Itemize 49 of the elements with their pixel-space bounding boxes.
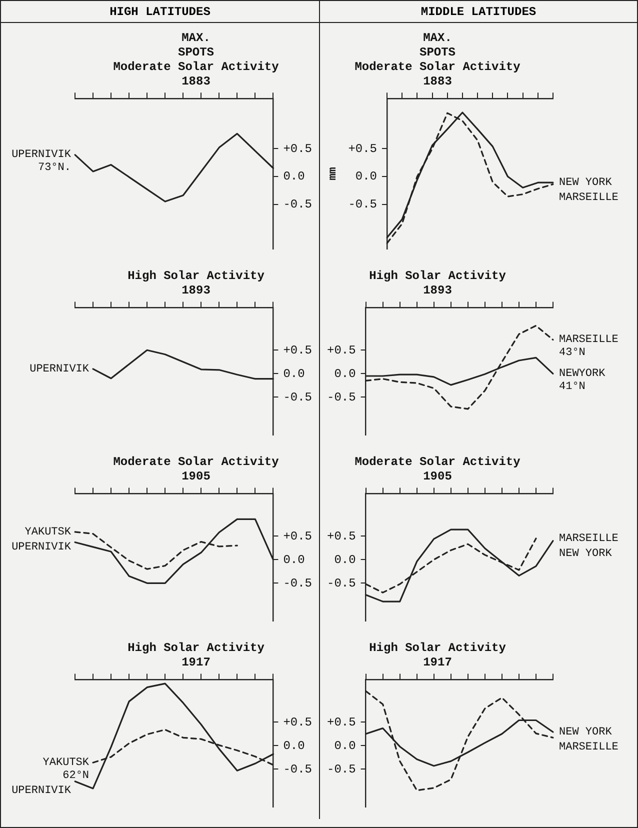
series-label: MARSEILLE [559,192,619,204]
chart-title: Moderate Solar Activity 1905 [354,455,520,484]
chart-title: High Solar Activity 1893 [369,269,506,298]
series-label: NEW YORK [559,177,612,190]
series-label: YAKUTSK 62°N [42,756,90,782]
y-tick-label: 0.0 [283,738,305,753]
y-tick-label: -0.5 [283,197,312,212]
y-tick-label: -0.5 [326,390,356,404]
chart-title: MAX. SPOTS Moderate Solar Activity 1883 [354,31,520,88]
y-tick-label: 0.0 [283,552,305,567]
y-tick-label: +0.5 [348,142,378,156]
series-label: MARSEILLE 43°N [559,334,619,360]
y-tick-label: 0.0 [355,170,378,184]
y-tick-label: -0.5 [283,390,312,404]
text: MARSEILLE [559,532,619,545]
chart-title: High Solar Activity 1917 [369,641,506,670]
y-tick-label: 0.0 [334,738,356,753]
y-tick-label: -0.5 [283,576,312,590]
y-tick-label: +0.5 [283,142,312,156]
text: MIDDLE LATITUDES [320,1,637,23]
y-tick-label: -0.5 [326,576,356,590]
series-label: YAKUTSK [24,526,72,538]
chart-title: High Solar Activity 1917 [128,641,264,670]
y-tick-label: +0.5 [283,715,312,730]
chart-title: MAX. SPOTS Moderate Solar Activity 1883 [113,31,279,88]
y-tick-label: +0.5 [326,343,356,358]
y-tick-label: -0.5 [348,197,378,212]
y-tick-label: +0.5 [326,529,356,544]
series-label: UPERNIVIK [12,784,72,797]
y-tick-label: +0.5 [283,529,312,544]
y-tick-label: +0.5 [283,343,312,358]
series-label: UPERNIVIK [30,363,90,376]
series-label: MARSEILLE [559,741,619,754]
y-tick-label: 0.0 [283,170,305,184]
series-label: NEWYORK 41°N [559,368,606,394]
chart-title: High Solar Activity 1893 [128,269,264,298]
y-tick-label: 0.0 [334,552,356,567]
y-tick-label: 0.0 [283,366,305,381]
series-label: NEW YORK [559,726,612,738]
series-label: NEW YORK [559,548,612,560]
y-axis-title: mm [327,166,340,180]
y-tick-label: +0.5 [326,715,356,730]
series-label: UPERNIVIK 73°N. [12,149,72,174]
y-tick-label: -0.5 [283,762,312,776]
text: HIGH LATITUDES [1,1,319,23]
y-tick-label: 0.0 [334,366,356,381]
chart-title: Moderate Solar Activity 1905 [113,455,279,484]
y-tick-label: -0.5 [326,762,356,776]
series-label: UPERNIVIK [12,541,72,554]
